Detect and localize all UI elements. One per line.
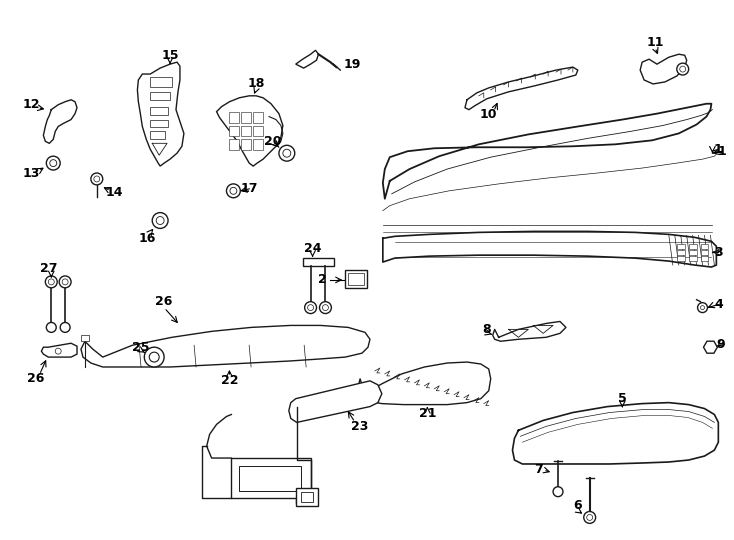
Circle shape [680,66,686,72]
Text: 26: 26 [26,373,44,386]
Text: 1: 1 [714,143,723,156]
Circle shape [700,306,705,309]
Circle shape [91,173,103,185]
Text: 21: 21 [418,407,436,420]
Circle shape [677,63,688,75]
Bar [150,107,168,114]
Text: 25: 25 [131,341,149,354]
Polygon shape [296,50,319,68]
Bar [231,458,310,498]
Text: 22: 22 [221,374,238,387]
Bar [241,112,251,123]
Circle shape [308,305,313,310]
Circle shape [319,302,331,314]
Polygon shape [41,343,77,357]
Bar [345,270,367,288]
Circle shape [60,322,70,332]
Bar [677,256,685,261]
Bar [301,492,313,502]
Circle shape [55,348,61,354]
Circle shape [584,511,595,523]
Bar [253,139,263,150]
Bar [688,244,697,249]
Bar [241,125,251,137]
Text: 13: 13 [23,166,40,179]
Circle shape [48,279,54,285]
Bar [688,250,697,255]
Text: 7: 7 [534,463,542,476]
Bar [302,258,335,266]
Circle shape [305,302,316,314]
Text: 8: 8 [482,323,491,336]
Bar [230,125,239,137]
Bar [150,77,172,87]
Text: 18: 18 [247,77,265,90]
Text: 27: 27 [40,261,57,274]
Text: 4: 4 [714,298,723,311]
Circle shape [152,213,168,228]
Bar [150,131,165,139]
Bar [700,244,708,249]
Text: 26: 26 [156,295,172,308]
Bar [296,488,318,505]
Text: 9: 9 [716,338,724,350]
Circle shape [156,217,164,225]
Polygon shape [640,54,687,84]
Circle shape [697,302,708,313]
Bar [700,256,708,261]
Bar [677,244,685,249]
Bar [253,125,263,137]
Circle shape [46,276,57,288]
Circle shape [46,156,60,170]
Circle shape [322,305,328,310]
Bar [677,250,685,255]
Circle shape [94,176,100,182]
Circle shape [62,279,68,285]
Bar [700,250,708,255]
Circle shape [283,149,291,157]
Text: 23: 23 [352,420,368,433]
Circle shape [46,322,57,332]
Bar [230,139,239,150]
Text: 5: 5 [618,392,627,405]
Circle shape [553,487,563,497]
Polygon shape [288,381,382,422]
Circle shape [59,276,71,288]
Bar [150,119,168,127]
Text: 14: 14 [106,186,123,199]
Text: 11: 11 [646,36,664,49]
Bar [241,139,251,150]
Text: 16: 16 [139,232,156,245]
Polygon shape [81,326,370,367]
Circle shape [586,515,592,521]
Text: 1: 1 [718,145,727,158]
Text: 12: 12 [23,98,40,111]
Bar [81,335,89,341]
Text: 19: 19 [344,58,361,71]
Circle shape [50,160,57,166]
Bar [239,466,301,491]
Circle shape [149,352,159,362]
Text: 20: 20 [264,135,282,148]
Bar [150,92,170,100]
Text: 17: 17 [241,183,258,195]
Circle shape [279,145,295,161]
Bar [253,112,263,123]
Text: 6: 6 [573,499,582,512]
Text: 3: 3 [714,246,723,259]
Circle shape [145,347,164,367]
Polygon shape [137,62,184,166]
Bar [348,273,364,285]
Text: 10: 10 [480,108,498,121]
Text: 24: 24 [304,242,321,255]
Polygon shape [217,96,283,166]
Circle shape [227,184,240,198]
Text: 2: 2 [318,273,327,286]
Text: 15: 15 [161,49,179,62]
Circle shape [230,187,237,194]
Bar [688,256,697,261]
Bar [230,112,239,123]
